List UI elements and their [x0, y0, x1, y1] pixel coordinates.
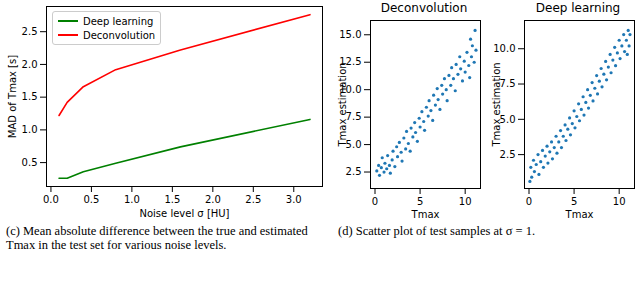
svg-text:5.0: 5.0	[500, 114, 516, 125]
svg-text:12.5: 12.5	[339, 56, 362, 68]
svg-text:Tmax: Tmax	[565, 209, 594, 220]
svg-text:2.5: 2.5	[22, 26, 38, 37]
svg-text:7.5: 7.5	[500, 78, 516, 89]
svg-text:2.0: 2.0	[22, 59, 38, 70]
svg-text:15.0: 15.0	[339, 29, 361, 40]
svg-text:5: 5	[571, 196, 577, 207]
svg-text:0.0: 0.0	[43, 194, 59, 205]
svg-text:10.0: 10.0	[339, 83, 362, 95]
svg-text:7.5: 7.5	[346, 111, 362, 122]
svg-text:2.0: 2.0	[205, 194, 221, 205]
html-text:(d) Scatter plot of test sampl: (d) Scatter plot of test samples at σ = …	[338, 224, 536, 238]
svg-text:10: 10	[459, 196, 472, 207]
svg-text:2.5: 2.5	[245, 194, 261, 205]
svg-text:10: 10	[613, 196, 626, 207]
svg-text:5.0: 5.0	[346, 139, 362, 150]
svg-text:5: 5	[417, 196, 423, 207]
svg-text:2.5: 2.5	[346, 166, 362, 177]
svg-text:1.0: 1.0	[22, 124, 38, 135]
svg-text:Tmax: Tmax	[411, 209, 440, 220]
svg-text:Tmax estimation: Tmax estimation	[337, 62, 348, 147]
svg-text:0.5: 0.5	[83, 194, 99, 205]
svg-text:1.5: 1.5	[22, 91, 38, 102]
html-text:(c) Mean absolute difference b: (c) Mean absolute difference between the…	[6, 224, 308, 252]
svg-text:Tmax estimation: Tmax estimation	[491, 62, 502, 147]
svg-text:1.5: 1.5	[164, 194, 180, 205]
svg-text:Noise level σ [HU]: Noise level σ [HU]	[139, 208, 229, 219]
svg-text:0: 0	[526, 196, 532, 207]
svg-text:1.0: 1.0	[124, 194, 140, 205]
html-text:Deconvolution: Deconvolution	[83, 29, 156, 41]
html-text:Deep learning: Deep learning	[83, 15, 154, 27]
svg-text:0.5: 0.5	[22, 157, 38, 168]
html-text:Deep learning: Deep learning	[535, 1, 621, 15]
svg-text:0: 0	[372, 196, 378, 207]
svg-text:3.0: 3.0	[286, 194, 302, 205]
svg-text:MAD of Tmax [s]: MAD of Tmax [s]	[7, 55, 18, 138]
html-text:Deconvolution: Deconvolution	[380, 1, 468, 15]
svg-text:10.0: 10.0	[493, 43, 515, 54]
svg-text:2.5: 2.5	[500, 149, 516, 160]
